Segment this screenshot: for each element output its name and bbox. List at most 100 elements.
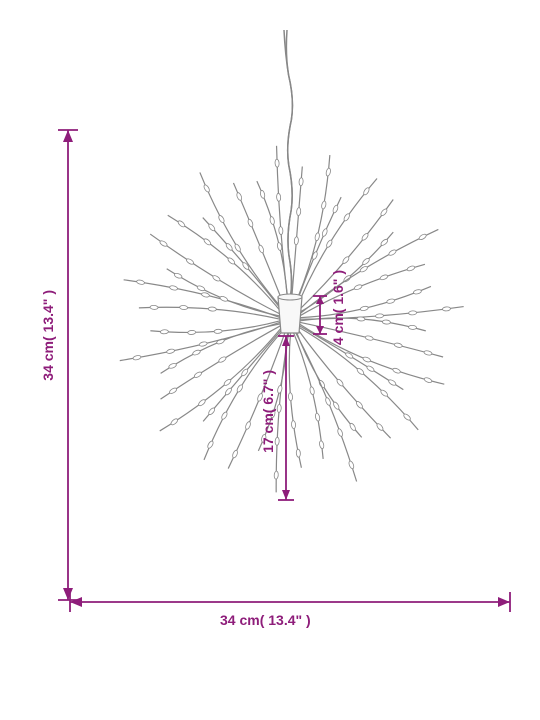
- led-bead: [418, 233, 427, 241]
- led-bead: [332, 401, 340, 410]
- led-bead: [136, 279, 145, 285]
- led-bead: [366, 365, 375, 373]
- hub-height-label: 4 cm( 1.6" ): [330, 270, 346, 345]
- dim-arrow: [63, 130, 73, 142]
- dim-arrow: [316, 326, 324, 334]
- led-bead: [193, 371, 202, 379]
- led-bead: [269, 216, 275, 225]
- led-bead: [223, 378, 232, 386]
- led-bead: [363, 187, 371, 196]
- led-bead: [177, 220, 186, 228]
- led-bead: [403, 413, 412, 421]
- led-bead: [208, 307, 216, 312]
- led-bead: [258, 245, 265, 254]
- led-bead: [406, 265, 415, 272]
- strand: [200, 172, 285, 311]
- led-bead: [221, 411, 229, 420]
- led-bead: [247, 219, 254, 228]
- strand: [292, 330, 323, 459]
- led-bead: [424, 350, 433, 356]
- led-bead: [274, 471, 279, 479]
- dim-arrow: [70, 597, 82, 607]
- led-bead: [311, 251, 318, 260]
- strand: [294, 329, 357, 481]
- led-bead: [168, 363, 177, 370]
- led-bead: [356, 367, 365, 375]
- center-hub: [278, 297, 302, 333]
- led-bead: [207, 440, 215, 449]
- led-bead: [337, 428, 344, 437]
- dim-arrow: [282, 490, 290, 500]
- led-bead: [174, 272, 183, 279]
- led-bead: [336, 378, 344, 387]
- led-bead: [288, 393, 293, 401]
- led-bead: [245, 421, 252, 430]
- led-bead: [169, 285, 178, 291]
- led-bead: [424, 377, 433, 384]
- led-bead: [150, 305, 158, 310]
- led-bead: [408, 325, 416, 330]
- led-bead: [242, 262, 250, 271]
- led-bead: [232, 450, 239, 459]
- led-bead: [198, 399, 207, 407]
- led-bead: [362, 257, 371, 265]
- led-bead: [219, 295, 228, 302]
- led-bead: [319, 440, 325, 449]
- led-bead: [296, 449, 301, 457]
- led-bead: [294, 237, 299, 245]
- height-dimension-label: 34 cm( 13.4" ): [40, 290, 56, 381]
- led-bead: [409, 311, 417, 316]
- led-bead: [296, 208, 301, 216]
- led-bead: [360, 306, 369, 312]
- led-bead: [379, 274, 388, 281]
- led-bead: [199, 341, 208, 347]
- led-bead: [442, 307, 450, 312]
- led-bead: [188, 330, 196, 335]
- led-bead: [159, 240, 168, 248]
- led-bead: [362, 356, 371, 363]
- led-bead: [382, 320, 390, 325]
- led-bead: [315, 413, 321, 422]
- led-bead: [321, 201, 327, 210]
- led-bead: [394, 342, 403, 348]
- led-bead: [332, 205, 339, 214]
- led-bead: [218, 356, 227, 364]
- led-bead: [325, 168, 331, 177]
- led-bead: [203, 184, 211, 193]
- led-bead: [133, 355, 142, 361]
- led-bead: [365, 335, 374, 341]
- led-bead: [380, 238, 389, 246]
- led-bead: [208, 223, 216, 232]
- led-bead: [299, 178, 304, 186]
- led-bead: [291, 421, 296, 429]
- led-bead: [343, 213, 351, 222]
- led-bead: [197, 285, 206, 292]
- led-bead: [192, 349, 201, 356]
- led-bead: [321, 228, 328, 237]
- led-bead: [375, 314, 383, 319]
- led-bead: [179, 305, 187, 310]
- led-bead: [392, 367, 401, 374]
- led-bead: [279, 226, 284, 234]
- dim-arrow: [498, 597, 510, 607]
- led-bead: [166, 348, 175, 354]
- led-bead: [354, 284, 363, 291]
- led-bead: [388, 379, 397, 387]
- led-bead: [325, 397, 332, 406]
- hanging-cord-2: [286, 30, 292, 300]
- led-bead: [260, 190, 266, 199]
- hub-top: [278, 294, 302, 300]
- width-dimension-label: 34 cm( 13.4" ): [220, 612, 311, 628]
- led-bead: [225, 243, 233, 252]
- led-bead: [376, 423, 384, 432]
- led-bead: [186, 258, 195, 266]
- led-bead: [275, 159, 280, 167]
- led-bead: [361, 233, 369, 242]
- led-bead: [309, 386, 315, 395]
- led-bead: [276, 193, 281, 201]
- led-bead: [388, 249, 397, 257]
- led-bead: [314, 232, 320, 241]
- led-bead: [325, 239, 333, 248]
- led-bead: [413, 289, 422, 295]
- led-bead: [203, 238, 212, 246]
